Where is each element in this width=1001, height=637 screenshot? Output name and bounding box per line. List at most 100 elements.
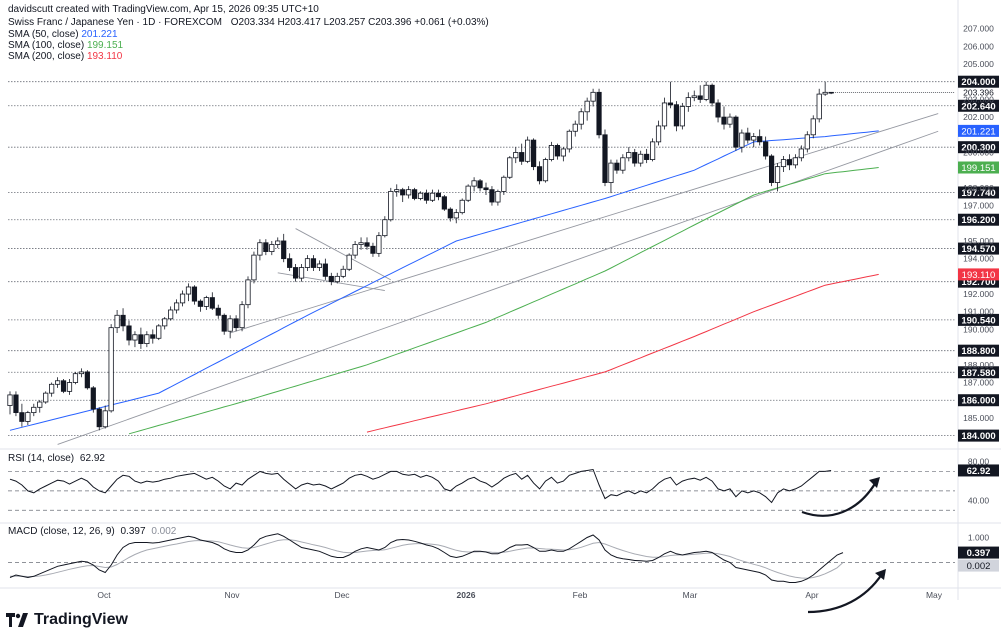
- candle-up: [55, 380, 61, 385]
- price-tick-label: 203.000: [963, 94, 994, 104]
- candle-down: [745, 132, 751, 141]
- macd-signal-last-label: 0.002: [967, 561, 991, 572]
- price-tick-label: 205.000: [963, 59, 994, 69]
- rsi-label: RSI (14, close): [8, 453, 75, 464]
- candle-up: [275, 240, 281, 245]
- candle-up: [43, 392, 49, 403]
- macd-signal-last-bg: [958, 559, 999, 572]
- candle-up: [168, 309, 174, 320]
- candle-up: [352, 244, 358, 256]
- candle-down: [263, 242, 269, 252]
- candle-up: [185, 286, 192, 295]
- sma100-legend[interactable]: SMA (100, close) 199.151: [8, 40, 123, 51]
- price-tick-label: 202.000: [963, 112, 994, 122]
- level-label-bg: [958, 75, 999, 88]
- candle-down: [489, 189, 495, 203]
- rsi-line: [9, 468, 832, 504]
- candle-down: [709, 84, 715, 104]
- candle-up: [102, 410, 108, 428]
- time-tick-label: Apr: [805, 590, 818, 600]
- candle-up: [751, 136, 757, 141]
- rsi-legend[interactable]: RSI (14, close) 62.92: [8, 453, 105, 464]
- candle-up: [774, 166, 781, 183]
- level-label: 188.800: [961, 346, 995, 357]
- candle-down: [310, 258, 317, 268]
- time-axis: Oct Nov Dec 2026 Feb Mar Apr May: [97, 590, 942, 600]
- candle-up: [626, 152, 632, 159]
- sma200-label: SMA (200, close): [8, 51, 85, 62]
- level-label: 190.540: [961, 315, 995, 326]
- rsi-arrow-head: [869, 477, 880, 488]
- candle-up: [156, 325, 162, 339]
- candle-up: [495, 191, 501, 203]
- candle-up: [739, 132, 745, 148]
- sma50-legend[interactable]: SMA (50, close) 201.221: [8, 29, 118, 40]
- candle-up: [655, 125, 662, 143]
- candle-down: [602, 134, 608, 183]
- candle-down: [84, 371, 90, 389]
- candle-down: [126, 325, 132, 341]
- macd-signal-value: 0.002: [151, 526, 177, 537]
- price-tick-label: 200.000: [963, 147, 994, 157]
- candle-up: [388, 191, 394, 221]
- instrument-title: Swiss Franc / Japanese Yen · 1D · FOREXC…: [8, 17, 222, 28]
- candle-down: [411, 189, 418, 199]
- candle-up: [691, 95, 697, 99]
- time-tick-label: May: [926, 590, 943, 600]
- candle-up: [162, 318, 168, 327]
- level-label-bg: [958, 141, 999, 154]
- candle-down: [769, 155, 775, 183]
- candle-up: [406, 189, 412, 196]
- level-label: 204.000: [961, 77, 995, 88]
- candle-down: [786, 159, 793, 166]
- level-label: 186.000: [961, 396, 995, 407]
- sma50-line: [9, 130, 879, 431]
- price-tick-label: 195.000: [963, 236, 994, 246]
- candle-up: [584, 100, 590, 113]
- candle-up: [394, 189, 400, 192]
- level-label-bg: [958, 99, 999, 112]
- level-label-bg: [958, 344, 999, 357]
- horizontal-levels: [8, 81, 955, 437]
- price-tick-label: 187.000: [963, 378, 994, 388]
- candle-down: [673, 104, 680, 127]
- candle-up: [114, 314, 120, 329]
- time-tick-label: Nov: [224, 590, 240, 600]
- rsi-pane: [8, 468, 955, 511]
- candle-down: [400, 189, 406, 196]
- candle-up: [49, 383, 55, 394]
- macd-last-bg: [958, 546, 999, 559]
- candle-down: [281, 240, 287, 260]
- level-label-bg: [958, 186, 999, 199]
- candle-up: [179, 293, 186, 304]
- candle-up: [542, 159, 549, 182]
- price-tick-label: 207.000: [963, 24, 994, 34]
- candle-down: [441, 196, 447, 210]
- candle-up: [173, 302, 180, 311]
- ohlc-values: O203.334 H203.417 L203.257 C203.396 +0.0…: [230, 17, 489, 28]
- macd-legend[interactable]: MACD (close, 12, 26, 9) 0.397 0.002: [8, 526, 176, 537]
- tradingview-logo[interactable]: TradingView: [6, 611, 128, 629]
- candle-up: [471, 180, 477, 187]
- candle-down: [644, 153, 650, 160]
- macd-arrow-head: [875, 569, 886, 580]
- rsi-last-bg: [958, 464, 999, 477]
- candle-up: [78, 371, 84, 375]
- rsi-tick-label: 40.00: [968, 496, 990, 506]
- candle-up: [358, 242, 364, 245]
- candle-up: [548, 145, 555, 160]
- level-label: 194.570: [961, 244, 995, 255]
- candle-down: [120, 314, 126, 327]
- sma200-legend[interactable]: SMA (200, close) 193.110: [8, 51, 122, 62]
- candle-down: [667, 102, 674, 106]
- macd-arrow-curve: [807, 573, 883, 614]
- level-label: 200.300: [961, 143, 995, 154]
- sma200-line: [366, 273, 879, 433]
- candle-up: [459, 199, 465, 214]
- candle-down: [632, 152, 638, 164]
- annotation-arrows: [801, 477, 886, 614]
- candle-up: [822, 91, 828, 95]
- candle-up: [685, 97, 691, 107]
- candle-down: [483, 187, 489, 191]
